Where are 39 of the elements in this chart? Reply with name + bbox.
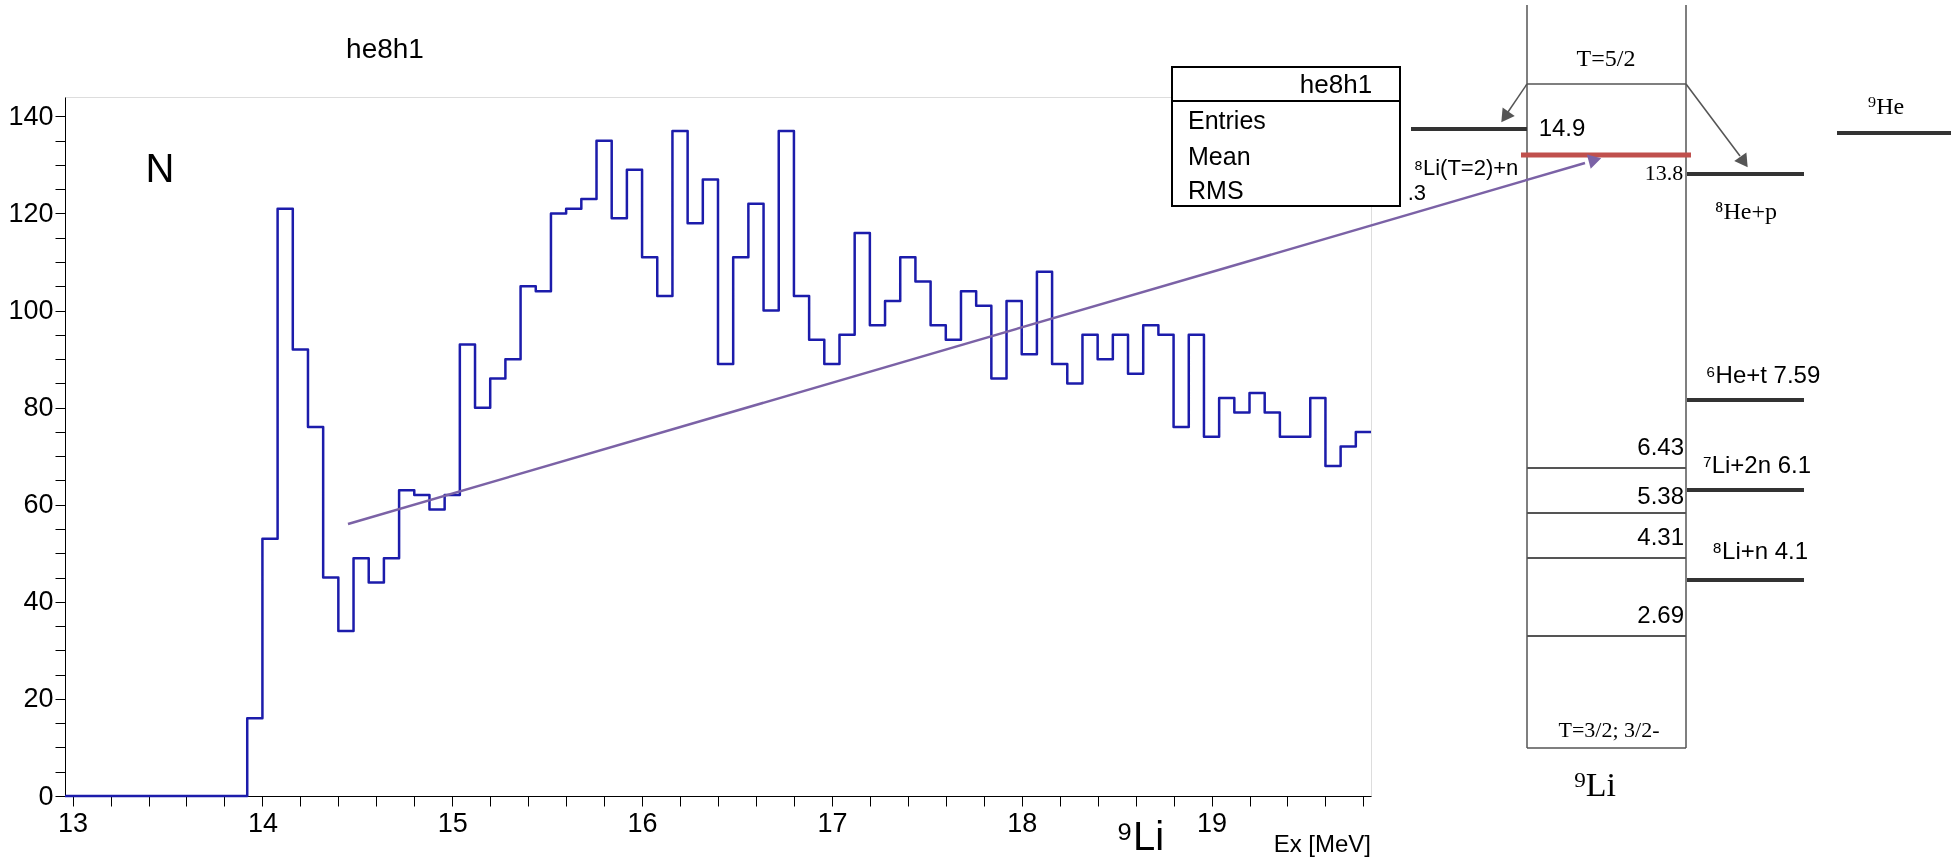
text: ⁹Li: [1115, 814, 1165, 858]
y-tick-label: 20: [23, 683, 54, 714]
text: 2.69: [1637, 601, 1684, 628]
annotation: Entries: [1188, 106, 1266, 134]
text: T=5/2: [1576, 45, 1636, 71]
text: ⁷Li+2n 6.1: [1702, 451, 1812, 478]
text: ⁸He+p: [1715, 198, 1777, 224]
y-tick-label: 120: [8, 198, 54, 228]
y-tick-label: 40: [23, 586, 54, 617]
x-tick-label: 13: [58, 807, 89, 838]
x-axis-title: Ex [MeV]: [1273, 830, 1371, 857]
text: 5.38: [1637, 482, 1684, 509]
text: ⁸Li+n 4.1: [1711, 537, 1809, 564]
text: T=3/2; 3/2-: [1558, 717, 1660, 742]
text: ⁶He+t 7.59: [1705, 361, 1821, 388]
y-tick-label: 100: [8, 295, 54, 326]
y-tick-label: 140: [8, 100, 54, 131]
x-tick-label: 18: [1007, 807, 1038, 838]
x-tick-label: 17: [817, 807, 848, 838]
annotation: Mean: [1188, 142, 1251, 170]
text: 13.8: [1644, 160, 1684, 185]
text: ⁸Li(T=2)+n: [1413, 155, 1519, 180]
y-tick-label: 0: [38, 780, 54, 811]
x-tick-label: 16: [627, 807, 658, 838]
annotation: RMS: [1188, 176, 1244, 204]
text: 14.9: [1538, 114, 1586, 141]
y-tick-label: 80: [23, 392, 54, 423]
x-tick-label: 14: [247, 807, 278, 838]
y-axis-title: N: [145, 146, 175, 190]
text: 6.43: [1637, 433, 1684, 460]
x-tick-label: 19: [1197, 807, 1228, 838]
text: 4.31: [1637, 523, 1684, 550]
text: ⁹Li: [1573, 766, 1617, 803]
text: ⁹He: [1867, 93, 1905, 119]
chart-title: he8h1: [346, 33, 424, 64]
text: .3: [1407, 180, 1426, 205]
annotation: he8h1: [1299, 69, 1373, 99]
x-tick-label: 15: [437, 807, 468, 838]
y-tick-label: 60: [23, 489, 54, 520]
